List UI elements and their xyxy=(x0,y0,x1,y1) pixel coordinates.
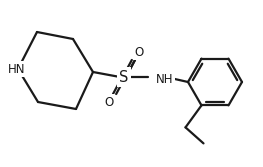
Text: O: O xyxy=(134,45,144,58)
Text: S: S xyxy=(119,69,129,85)
Text: HN: HN xyxy=(8,62,26,75)
Text: O: O xyxy=(104,96,114,109)
Text: NH: NH xyxy=(156,72,174,86)
